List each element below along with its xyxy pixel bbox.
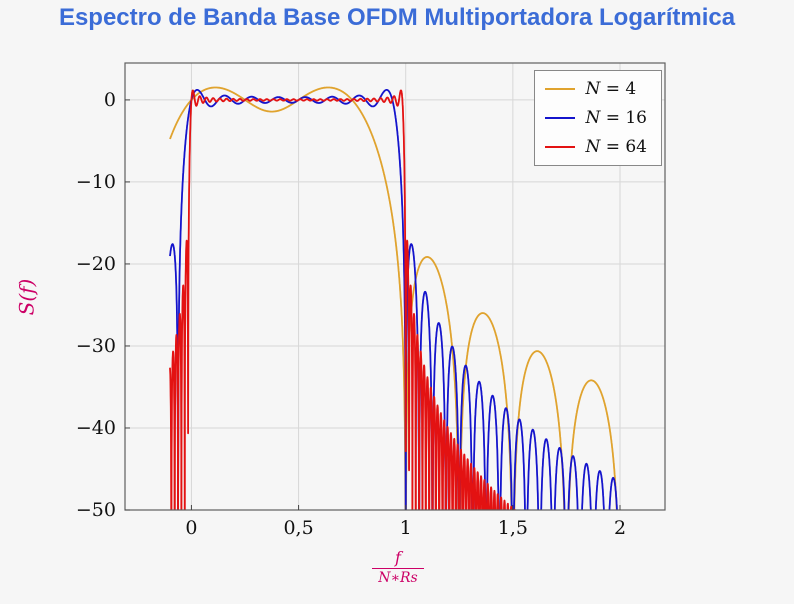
x-axis-label-numerator: f: [372, 548, 424, 569]
x-tick-label: 1,5: [498, 517, 528, 539]
legend: N = 4 N = 16 N = 64: [534, 70, 662, 166]
x-axis-label-denominator: N∗Rs: [378, 570, 418, 586]
legend-item: N = 64: [545, 137, 647, 157]
x-tick-label: 0: [185, 517, 197, 539]
y-tick-label: −10: [76, 171, 116, 193]
y-tick-label: −50: [76, 499, 116, 521]
y-tick-label: −40: [76, 417, 116, 439]
series-64-curve: [169, 89, 516, 510]
legend-line-sample: [545, 88, 576, 90]
legend-item: N = 4: [545, 79, 647, 99]
legend-label: N = 64: [585, 137, 647, 157]
x-tick-label: 0,5: [283, 517, 313, 539]
x-tick-label: 2: [614, 517, 626, 539]
x-tick-label: 1: [400, 517, 412, 539]
y-axis-label: S(f): [14, 278, 39, 316]
legend-label: N = 4: [585, 79, 637, 99]
y-tick-label: −20: [76, 253, 116, 275]
page-title: Espectro de Banda Base OFDM Multiportado…: [58, 4, 736, 31]
legend-label: N = 16: [585, 108, 647, 128]
legend-item: N = 16: [545, 108, 647, 128]
x-axis-label: f N∗Rs: [372, 548, 424, 586]
legend-line-sample: [545, 117, 576, 119]
y-tick-label: −30: [76, 335, 116, 357]
legend-line-sample: [545, 146, 576, 148]
series-16-curve: [169, 89, 618, 510]
plot-frame: [124, 62, 666, 511]
y-tick-label: 0: [104, 89, 116, 111]
